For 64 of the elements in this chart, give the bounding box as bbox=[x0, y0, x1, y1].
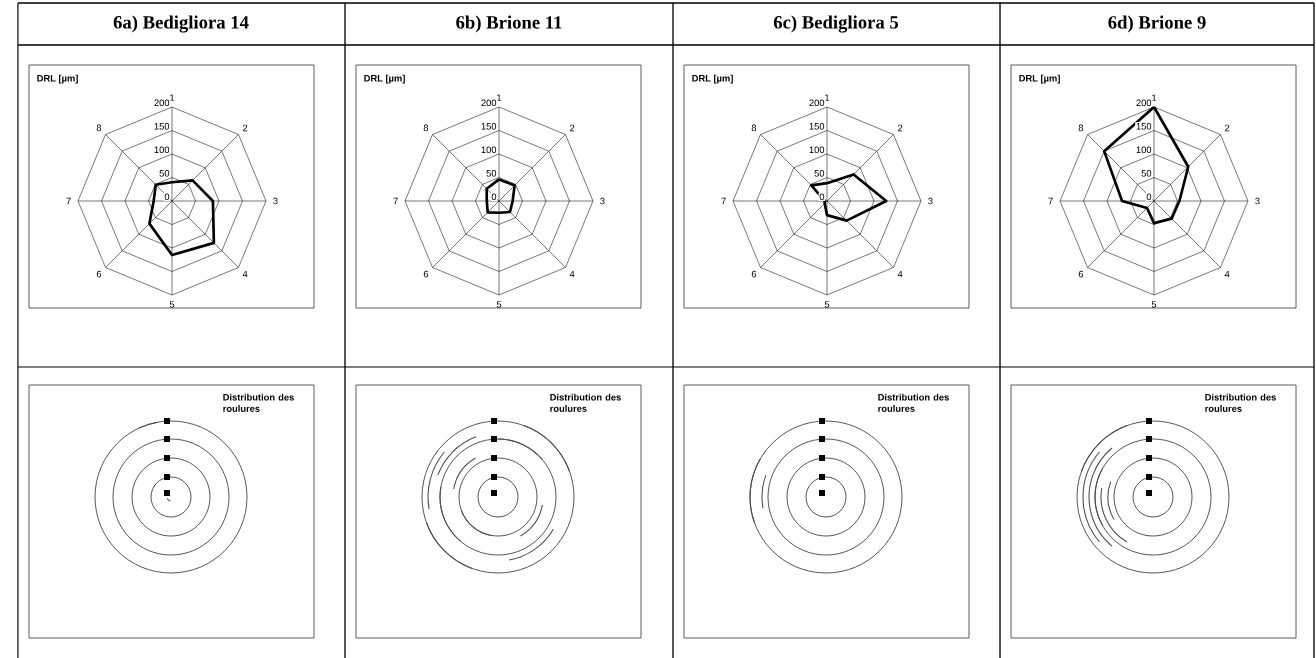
y-tick-label: 0 bbox=[164, 193, 170, 201]
spoke-label: 5 bbox=[496, 301, 502, 308]
y-tick-label: 100 bbox=[481, 146, 497, 154]
y-tick-label: 150 bbox=[809, 122, 825, 130]
y-tick-label: 150 bbox=[154, 122, 170, 130]
y-tick-label: 0 bbox=[819, 193, 825, 201]
spoke-label: 2 bbox=[569, 124, 575, 132]
text: Distribution des roulures bbox=[878, 393, 949, 412]
spoke-label: 4 bbox=[897, 270, 903, 278]
spoke-label: 7 bbox=[393, 197, 398, 205]
text: Distribution des roulures bbox=[223, 393, 294, 412]
y-tick-label: 50 bbox=[486, 169, 497, 177]
spoke-label: 8 bbox=[96, 124, 102, 132]
spoke-label: 8 bbox=[751, 124, 757, 132]
spoke-label: 2 bbox=[242, 124, 248, 132]
spoke-label: 6 bbox=[751, 270, 757, 278]
spoke-label: 2 bbox=[897, 124, 903, 132]
y-tick-label: 150 bbox=[1136, 122, 1152, 130]
y-tick-label: 0 bbox=[1146, 193, 1152, 201]
y-tick-label: 150 bbox=[481, 122, 497, 130]
y-tick-label: 100 bbox=[1136, 146, 1152, 154]
spoke-label: 1 bbox=[825, 94, 830, 101]
spoke-label: 3 bbox=[928, 197, 933, 205]
text: DRL [µm] bbox=[364, 74, 405, 84]
text: DRL [µm] bbox=[692, 74, 733, 84]
y-tick-label: 100 bbox=[809, 146, 825, 154]
spoke-label: 4 bbox=[1224, 270, 1230, 278]
spoke-label: 8 bbox=[1078, 124, 1084, 132]
spoke-label: 4 bbox=[242, 270, 248, 278]
text: DRL [µm] bbox=[1019, 74, 1060, 84]
spoke-label: 8 bbox=[423, 124, 429, 132]
spoke-label: 6 bbox=[96, 270, 102, 278]
y-tick-label: 0 bbox=[491, 193, 497, 201]
spoke-label: 7 bbox=[721, 197, 726, 205]
text: Distribution des roulures bbox=[1205, 393, 1276, 412]
spoke-label: 4 bbox=[569, 270, 575, 278]
text: DRL [µm] bbox=[37, 74, 78, 84]
spoke-label: 7 bbox=[1048, 197, 1053, 205]
spoke-label: 5 bbox=[824, 301, 830, 308]
chart-title: 6a) Bedigliora 14 bbox=[113, 15, 249, 33]
y-tick-label: 200 bbox=[154, 99, 170, 107]
spoke-label: 2 bbox=[1224, 124, 1230, 132]
y-tick-label: 200 bbox=[481, 99, 497, 107]
spoke-label: 3 bbox=[1255, 197, 1260, 205]
y-tick-label: 200 bbox=[809, 99, 825, 107]
text: Distribution des roulures bbox=[550, 393, 621, 412]
spoke-label: 3 bbox=[273, 197, 278, 205]
chart-title: 6b) Brione 11 bbox=[456, 15, 562, 33]
y-tick-label: 50 bbox=[159, 169, 170, 177]
chart-title: 6d) Brione 9 bbox=[1108, 15, 1206, 33]
spoke-label: 3 bbox=[600, 197, 605, 205]
spoke-label: 6 bbox=[1078, 270, 1084, 278]
spoke-label: 1 bbox=[497, 94, 502, 101]
spoke-label: 1 bbox=[1152, 94, 1157, 101]
spoke-label: 5 bbox=[1151, 301, 1157, 308]
y-tick-label: 50 bbox=[814, 169, 825, 177]
spoke-label: 5 bbox=[169, 301, 175, 308]
y-tick-label: 50 bbox=[1141, 169, 1152, 177]
chart-title: 6c) Bedigliora 5 bbox=[773, 15, 899, 33]
y-tick-label: 200 bbox=[1136, 99, 1152, 107]
spoke-label: 6 bbox=[423, 270, 429, 278]
spoke-label: 7 bbox=[66, 197, 71, 205]
spoke-label: 1 bbox=[170, 94, 175, 101]
y-tick-label: 100 bbox=[154, 146, 170, 154]
